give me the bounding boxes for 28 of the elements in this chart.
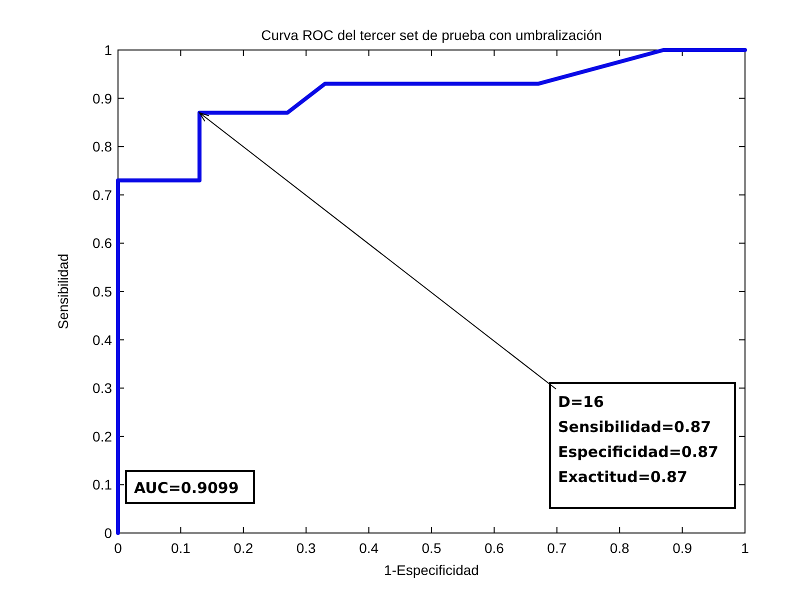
x-tick-label: 0.4	[359, 540, 379, 556]
annotation: D=16 Sensibilidad=0.87 Especificidad=0.87 Exactitud=0.87	[558, 393, 718, 486]
x-tick-label: 0.7	[547, 540, 567, 556]
y-tick-label: 0.5	[92, 284, 112, 300]
x-tick-label: 0	[114, 540, 122, 556]
y-tick-label: 0.4	[92, 332, 112, 348]
chart-title: Curva ROC del tercer set de prueba con umbralización	[261, 27, 602, 43]
y-tick-label: 0.2	[92, 428, 112, 444]
annotation: AUC=0.9099	[134, 479, 239, 497]
y-tick-label: 1	[104, 42, 112, 58]
y-tick-label: 0	[104, 525, 112, 541]
y-tick-label: 0.7	[92, 186, 112, 203]
x-tick-label: 1	[741, 540, 750, 556]
y-axis-title: Sensibilidad	[55, 254, 71, 330]
x-tick-label: 0.8	[610, 540, 630, 556]
x-tick-label: 0.9	[672, 540, 692, 556]
y-tick-label: 0.9	[92, 90, 112, 106]
y-tick-label: 0.6	[92, 235, 112, 252]
line-series	[116, 48, 747, 535]
x-tick-label: 0.5	[422, 540, 442, 556]
y-tick-label: 0.3	[92, 380, 112, 396]
x-tick-label: 0.3	[296, 540, 316, 556]
y-tick-label: 0.8	[92, 138, 112, 155]
x-axis-title: 1-Especificidad	[384, 562, 479, 578]
x-tick-label: 0.6	[484, 540, 504, 556]
x-tick-label: 0.1	[170, 540, 191, 556]
x-tick-label: 0.2	[234, 540, 254, 556]
y-tick-label: 0.1	[92, 476, 112, 493]
